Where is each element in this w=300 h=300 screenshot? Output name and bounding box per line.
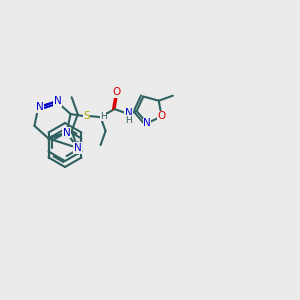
- Text: N: N: [35, 102, 43, 112]
- Text: N: N: [125, 108, 132, 118]
- Text: N: N: [63, 128, 70, 138]
- Text: O: O: [158, 111, 166, 122]
- Text: H: H: [125, 116, 132, 124]
- Text: S: S: [83, 111, 90, 121]
- Text: N: N: [143, 118, 151, 128]
- Text: N: N: [54, 96, 61, 106]
- Text: O: O: [112, 87, 121, 97]
- Text: H: H: [100, 112, 107, 121]
- Text: N: N: [74, 143, 82, 153]
